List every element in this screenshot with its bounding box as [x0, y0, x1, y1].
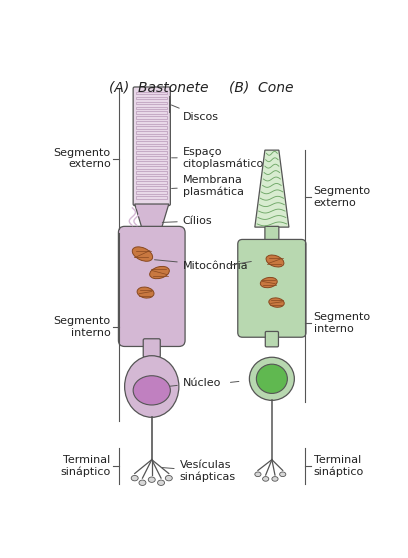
Bar: [136, 151, 167, 154]
Ellipse shape: [133, 376, 171, 405]
Bar: [136, 196, 167, 199]
Text: Discos: Discos: [171, 105, 219, 122]
Text: (A)  Bastonete: (A) Bastonete: [109, 81, 208, 95]
Bar: [136, 166, 167, 169]
Ellipse shape: [272, 477, 278, 481]
Ellipse shape: [137, 287, 154, 298]
Bar: [136, 112, 167, 114]
Text: Segmento
interno: Segmento interno: [314, 312, 371, 334]
Ellipse shape: [132, 247, 153, 261]
Ellipse shape: [266, 255, 284, 267]
Ellipse shape: [260, 277, 277, 288]
FancyBboxPatch shape: [118, 227, 185, 347]
Ellipse shape: [269, 298, 284, 307]
Bar: [136, 191, 167, 194]
Text: Segmento
externo: Segmento externo: [53, 148, 111, 170]
Text: (B)  Cone: (B) Cone: [229, 81, 294, 95]
Text: Terminal
sináptico: Terminal sináptico: [314, 455, 364, 477]
Bar: [136, 181, 167, 184]
Polygon shape: [255, 150, 289, 227]
Bar: [136, 146, 167, 149]
Polygon shape: [135, 204, 169, 233]
Ellipse shape: [279, 472, 286, 477]
Text: Vesículas
sinápticas: Vesículas sinápticas: [162, 460, 236, 482]
Ellipse shape: [256, 364, 287, 393]
Bar: [136, 102, 167, 104]
Bar: [136, 176, 167, 179]
Text: Espaço
citoplasmático: Espaço citoplasmático: [172, 147, 264, 169]
Bar: [136, 92, 167, 94]
Bar: [136, 156, 167, 159]
Ellipse shape: [139, 480, 146, 485]
FancyBboxPatch shape: [238, 239, 306, 337]
Bar: [136, 136, 167, 139]
Text: Cílios: Cílios: [162, 216, 213, 226]
Bar: [136, 127, 167, 129]
Bar: [136, 122, 167, 124]
Bar: [136, 117, 167, 119]
Bar: [136, 161, 167, 164]
Bar: [136, 171, 167, 174]
Ellipse shape: [263, 477, 269, 481]
FancyBboxPatch shape: [265, 331, 279, 347]
Bar: [136, 107, 167, 109]
Ellipse shape: [124, 355, 179, 417]
Text: Segmento
interno: Segmento interno: [53, 316, 111, 338]
Ellipse shape: [131, 475, 138, 481]
FancyBboxPatch shape: [133, 87, 171, 205]
Text: Segmento
externo: Segmento externo: [314, 186, 371, 208]
Bar: [136, 97, 167, 99]
Ellipse shape: [148, 477, 155, 482]
Text: Mitocôndria: Mitocôndria: [155, 259, 248, 271]
Ellipse shape: [249, 357, 294, 401]
Text: Terminal
sináptico: Terminal sináptico: [60, 455, 111, 477]
FancyBboxPatch shape: [265, 227, 279, 245]
Bar: [136, 131, 167, 134]
FancyBboxPatch shape: [143, 339, 160, 357]
Ellipse shape: [165, 475, 172, 481]
Text: Núcleo: Núcleo: [170, 378, 221, 388]
Bar: [136, 141, 167, 144]
Ellipse shape: [150, 266, 169, 278]
Text: Membrana
plasmática: Membrana plasmática: [172, 175, 244, 198]
Ellipse shape: [255, 472, 261, 477]
Bar: [136, 186, 167, 189]
Ellipse shape: [157, 480, 164, 485]
